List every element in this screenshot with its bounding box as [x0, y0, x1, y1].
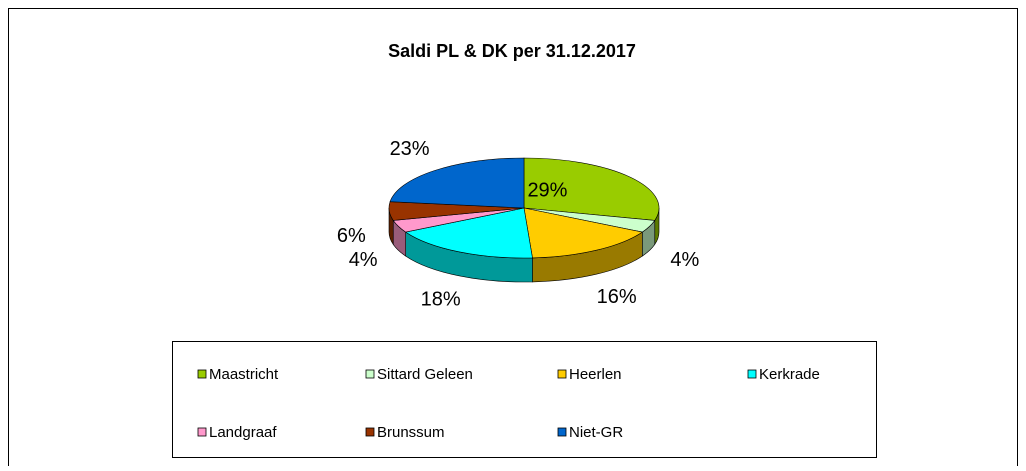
legend-box [172, 341, 877, 458]
legend-swatch [557, 427, 567, 437]
chart-title: Saldi PL & DK per 31.12.2017 [388, 41, 636, 61]
legend-swatch [197, 427, 207, 437]
data-label: 18% [421, 289, 461, 311]
legend-label: Brunssum [377, 424, 445, 441]
legend-label: Landgraaf [209, 424, 277, 441]
data-label: 29% [527, 179, 567, 201]
data-label: 4% [670, 249, 699, 271]
legend-swatch [197, 369, 207, 379]
legend-swatch [557, 369, 567, 379]
legend-swatch [365, 427, 375, 437]
data-label: 4% [349, 249, 378, 271]
slice [523, 207, 644, 259]
slice [523, 157, 660, 221]
legend-label: Kerkrade [759, 366, 820, 383]
data-label: 23% [390, 138, 430, 160]
data-label: 16% [597, 286, 637, 308]
legend-label: Sittard Geleen [377, 366, 473, 383]
legend-label: Niet-GR [569, 424, 623, 441]
legend-swatch [747, 369, 757, 379]
legend-label: Maastricht [209, 366, 279, 383]
data-label: 6% [337, 225, 366, 247]
slice [389, 157, 525, 209]
slice [404, 207, 533, 259]
legend-swatch [365, 369, 375, 379]
legend-label: Heerlen [569, 366, 622, 383]
